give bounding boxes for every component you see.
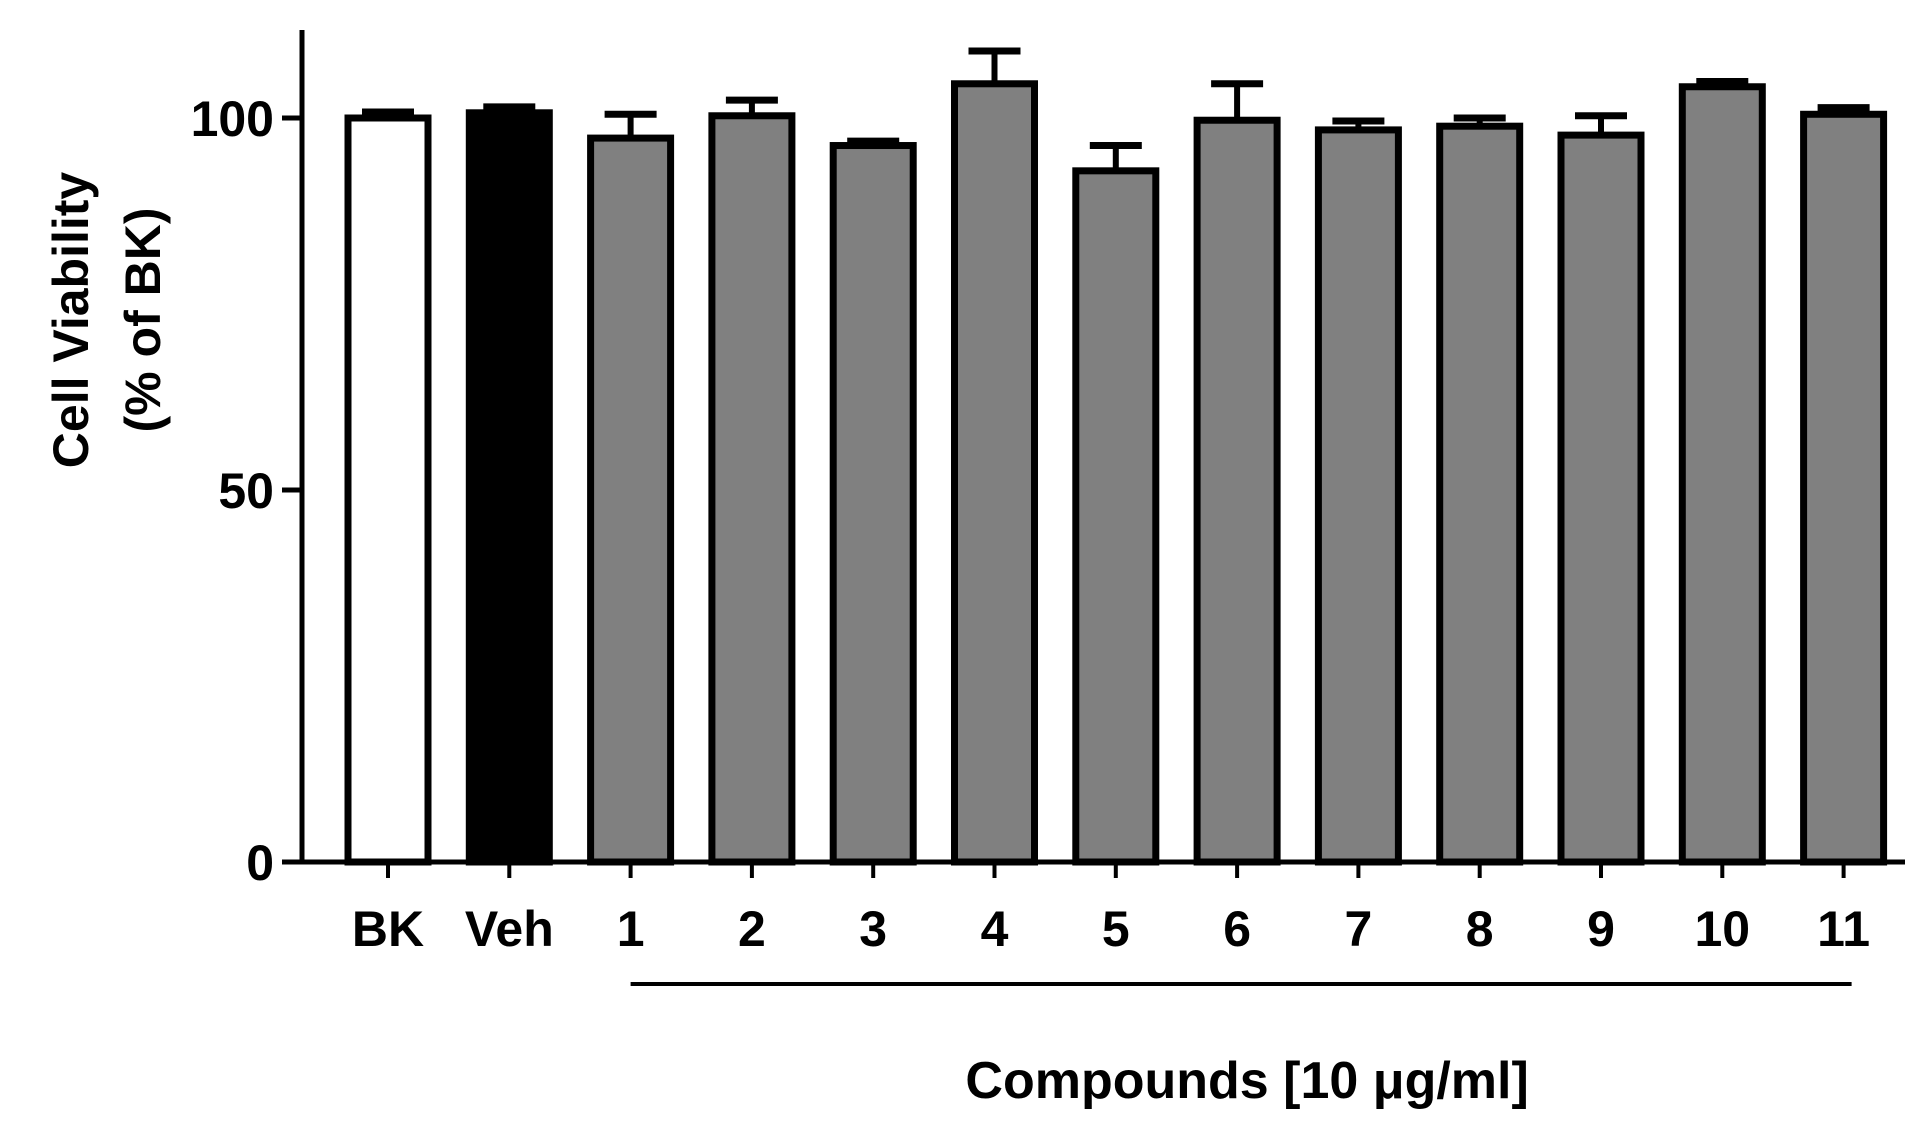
x-tick-label-5: 5 [1102, 901, 1130, 957]
bar-8 [1436, 122, 1524, 866]
y-tick-label-100: 100 [191, 91, 274, 147]
x-tick-label-11: 11 [1817, 901, 1870, 957]
bar-2 [708, 112, 796, 866]
x-tick-label-7: 7 [1344, 901, 1372, 957]
y-axis-label-line1: Cell Viability [43, 172, 99, 469]
bar-11 [1800, 110, 1888, 866]
bar-3 [829, 142, 917, 866]
x-axis-label: Compounds [10 μg/ml] [965, 1052, 1528, 1110]
x-tick-label-3: 3 [859, 901, 887, 957]
bar-5 [1072, 167, 1160, 866]
x-tick-label-4: 4 [981, 901, 1009, 957]
bar-10 [1678, 83, 1766, 866]
x-tick-label-10: 10 [1694, 901, 1750, 957]
bar-6 [1193, 116, 1281, 866]
x-tick-label-8: 8 [1466, 901, 1494, 957]
bar-9 [1557, 131, 1645, 866]
bars-layer [344, 80, 1888, 866]
bar-bk [344, 114, 432, 866]
x-tick-label-9: 9 [1587, 901, 1615, 957]
y-axis-label-line2: (% of BK) [115, 208, 171, 433]
bar-1 [587, 134, 675, 866]
x-tick-label-bk: BK [352, 901, 424, 957]
y-axis-title: Cell Viability (% of BK) [43, 172, 171, 469]
y-tick-label-50: 50 [218, 463, 274, 519]
axes-layer [282, 30, 1905, 878]
x-tick-label-1: 1 [617, 901, 645, 957]
y-tick-label-0: 0 [246, 835, 274, 891]
bar-4 [951, 80, 1038, 866]
x-tick-label-veh: Veh [465, 901, 554, 957]
x-tick-label-6: 6 [1223, 901, 1251, 957]
tick-labels-layer: BK Veh 1 2 3 4 5 6 7 8 9 10 11 0 50 100 [191, 91, 1870, 957]
x-tick-label-2: 2 [738, 901, 766, 957]
bar-7 [1314, 126, 1402, 866]
bar-veh [465, 109, 553, 866]
error-bars-layer [362, 47, 1870, 171]
